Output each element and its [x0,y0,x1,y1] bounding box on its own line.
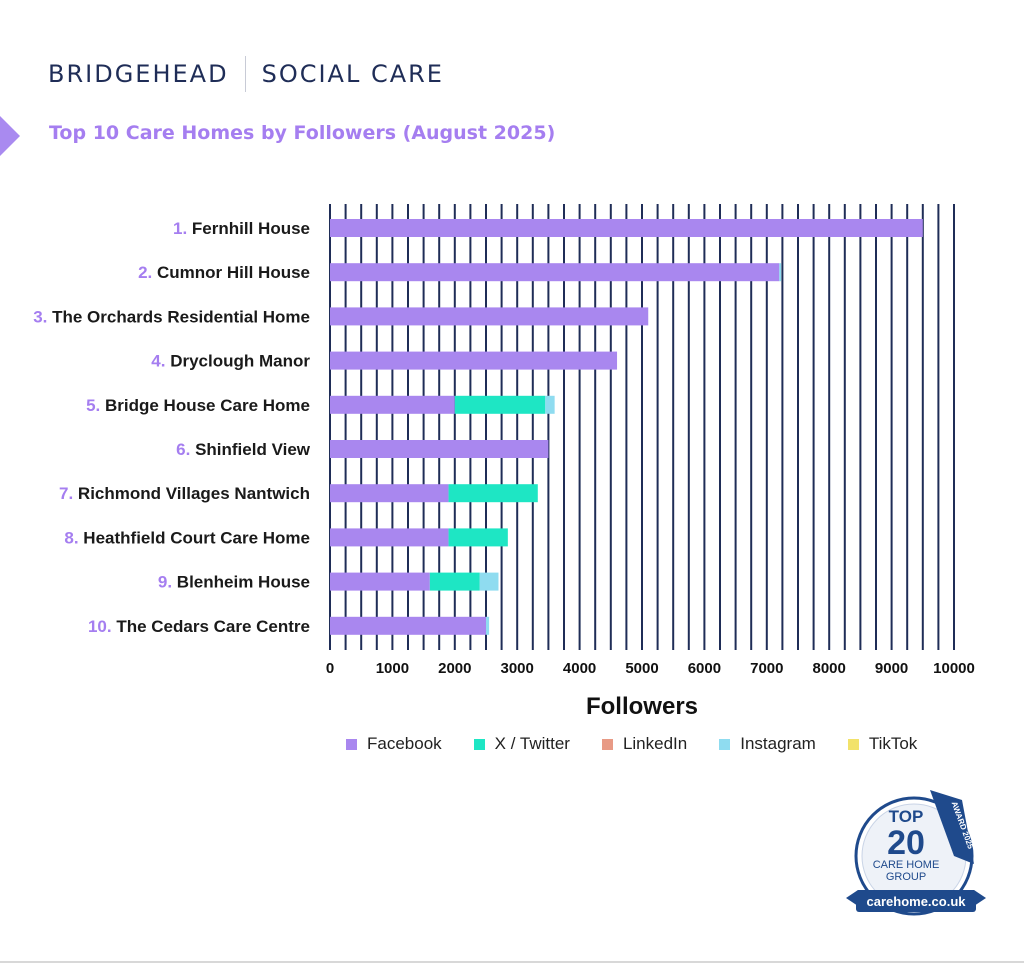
x-tick-label: 8000 [813,660,846,677]
bar-segment-facebook [330,616,486,635]
legend-swatch [719,738,731,750]
bar-segment-facebook [330,219,923,237]
bar-segment-instagram [479,572,499,591]
x-tick-label: 0 [326,660,334,677]
legend-item: TikTok [847,734,918,754]
category-label: 3. The Orchards Residential Home [33,307,310,326]
badge-line2: GROUP [886,871,926,883]
legend-label: X / Twitter [494,734,570,753]
award-badge: AWARD 2025 TOP 20 CARE HOME GROUP careho… [846,790,986,916]
brand-name-right: SOCIAL CARE [261,60,444,88]
category-rank: 3. [33,307,52,326]
bar-segment-x-twitter [429,572,480,591]
legend-swatch [847,738,859,750]
bar-segment-x-twitter [448,528,508,547]
legend-label: TikTok [868,734,918,753]
category-label: 7. Richmond Villages Nantwich [59,484,310,503]
legend-label: Instagram [740,734,816,753]
legend-label: LinkedIn [622,734,688,753]
x-tick-label: 1000 [376,660,409,677]
category-name: Cumnor Hill House [157,263,310,282]
category-label: 6. Shinfield View [176,440,311,459]
award-ribbon-icon [930,790,974,864]
legend-label: Facebook [367,734,442,753]
bar-segment-instagram [545,395,555,414]
bar-segment-facebook [330,395,455,414]
legend-swatch [601,738,613,750]
category-name: Dryclough Manor [170,352,310,371]
x-tick-label: 3000 [501,660,534,677]
category-rank: 10. [88,617,116,636]
title-arrow-icon [0,116,20,156]
bar-chart: 1. Fernhill House 2. Cumnor Hill House 3. … [33,204,975,720]
category-name: The Orchards Residential Home [52,307,310,326]
legend-swatch [473,738,485,750]
category-label: 10. The Cedars Care Centre [88,617,310,636]
bar-segment-facebook [330,484,449,503]
category-rank: 9. [158,573,177,592]
badge-number: 20 [887,824,925,862]
category-rank: 1. [173,219,192,238]
bar-segment-instagram [486,616,490,635]
bottom-rule [0,961,1024,963]
category-label: 4. Dryclough Manor [151,352,310,371]
category-rank: 2. [138,263,157,282]
x-tick-label: 6000 [688,660,721,677]
brand-divider [244,56,246,92]
category-label: 1. Fernhill House [173,219,310,238]
category-name: Heathfield Court Care Home [83,528,310,547]
x-tick-label: 10000 [933,660,975,677]
category-rank: 8. [64,528,83,547]
x-tick-label: 9000 [875,660,908,677]
category-rank: 4. [151,352,170,371]
category-label: 2. Cumnor Hill House [138,263,310,282]
category-name: Shinfield View [195,440,311,459]
bar-segment-instagram [779,263,782,282]
category-name: The Cedars Care Centre [116,617,310,636]
bar-segment-facebook [330,307,649,326]
badge-line1: CARE HOME [873,859,940,871]
bar-segment-x-twitter [454,395,546,414]
chart-title: Top 10 Care Homes by Followers (August 2… [49,122,556,144]
category-name: Bridge House Care Home [105,396,310,415]
category-name: Blenheim House [177,573,310,592]
brand-logo: BRIDGEHEAD SOCIAL CARE [48,56,444,92]
category-name: Fernhill House [192,219,310,238]
category-rank: 5. [86,396,105,415]
chart-legend: Facebook X / Twitter LinkedIn Instagram TikT… [346,734,949,754]
bar-segment-facebook [330,440,549,458]
x-tick-label: 5000 [625,660,658,677]
legend-item: LinkedIn [601,734,688,754]
x-tick-label: 7000 [750,660,783,677]
x-tick-label: 4000 [563,660,596,677]
legend-item: X / Twitter [473,734,570,754]
legend-item: Instagram [719,734,816,754]
legend-swatch [346,738,357,750]
category-label: 9. Blenheim House [158,573,310,592]
bar-segment-facebook [330,528,449,547]
x-tick-label: 2000 [438,660,471,677]
category-rank: 7. [59,484,78,503]
category-rank: 6. [176,440,195,459]
x-axis-title: Followers [586,693,698,720]
brand-name-left: BRIDGEHEAD [48,60,229,88]
bar-segment-facebook [330,263,780,282]
bar-segment-x-twitter [448,484,538,503]
bar-segment-facebook [330,572,430,591]
bar-segment-facebook [330,351,618,370]
badge-site: carehome.co.uk [867,894,967,909]
category-label: 8. Heathfield Court Care Home [64,528,310,547]
category-label: 5. Bridge House Care Home [86,396,310,415]
badge-top: TOP [889,807,924,826]
category-name: Richmond Villages Nantwich [78,484,310,503]
legend-item: Facebook [346,734,442,754]
